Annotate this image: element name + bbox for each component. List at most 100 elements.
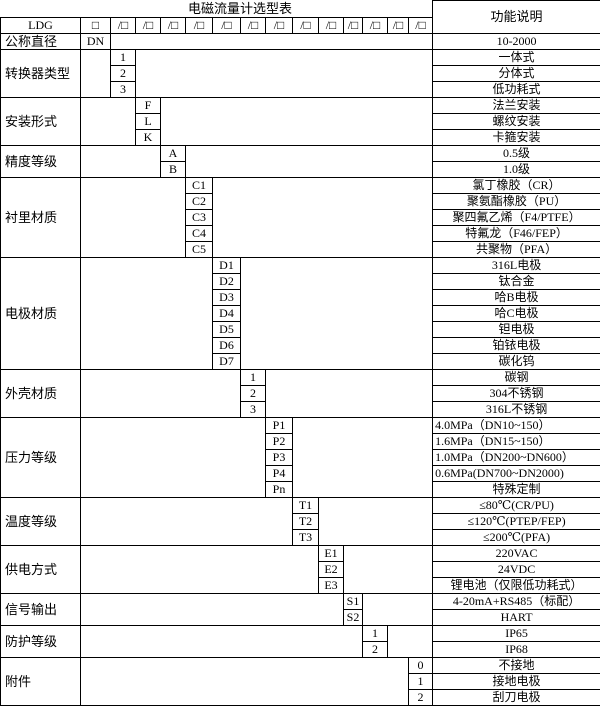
blank-cell — [264, 368, 434, 418]
option-desc: 聚氨酯橡胶（PU） — [432, 192, 600, 210]
code-box: /□ — [212, 16, 241, 34]
option-desc: 低功耗式 — [432, 80, 600, 98]
blank-cell — [80, 176, 186, 258]
blank-cell — [80, 624, 363, 658]
option-code: 1 — [110, 48, 136, 66]
blank-cell — [80, 96, 136, 146]
option-desc: 24VDC — [432, 560, 600, 578]
option-desc: 碳钢 — [432, 368, 600, 386]
blank-cell — [80, 592, 344, 626]
group-label: 外壳材质 — [0, 368, 81, 418]
code-box: /□ — [387, 16, 409, 34]
option-code: C5 — [185, 240, 213, 258]
option-desc: 卡箍安装 — [432, 128, 600, 146]
code-box: /□ — [135, 16, 161, 34]
blank-cell — [291, 416, 434, 498]
blank-cell — [184, 144, 434, 178]
blank-cell — [134, 48, 434, 98]
blank-cell — [239, 256, 434, 370]
option-desc: 共聚物（PFA） — [432, 240, 600, 258]
blank-cell — [159, 96, 434, 146]
group-label: 电极材质 — [0, 256, 81, 370]
option-code: 1 — [407, 672, 434, 690]
function-header: 功能说明 — [432, 0, 600, 34]
option-code: F — [135, 96, 161, 114]
option-code: 1 — [362, 624, 388, 642]
blank-cell — [109, 32, 434, 50]
option-code: P4 — [265, 464, 293, 482]
option-code: 2 — [110, 64, 136, 82]
option-code: T2 — [292, 512, 319, 530]
code-box: /□ — [110, 16, 136, 34]
option-code: A — [160, 144, 186, 162]
option-code: D3 — [212, 288, 241, 306]
option-code: D2 — [212, 272, 241, 290]
option-code: Pn — [265, 480, 293, 498]
option-desc: 4.0MPa（DN10~150） — [432, 416, 600, 434]
blank-cell — [80, 48, 111, 98]
blank-cell — [80, 544, 319, 594]
group-label: 安装形式 — [0, 96, 81, 146]
option-code: L — [135, 112, 161, 130]
option-desc: 不接地 — [432, 656, 600, 674]
blank-cell — [211, 176, 434, 258]
group-label: 供电方式 — [0, 544, 81, 594]
code-box: /□ — [265, 16, 293, 34]
code-box: □ — [80, 16, 111, 34]
option-code: S2 — [343, 608, 363, 626]
code-box: /□ — [318, 16, 344, 34]
nominal-code: DN — [80, 32, 111, 50]
option-code: D5 — [212, 320, 241, 338]
option-code: C2 — [185, 192, 213, 210]
option-code: 1 — [240, 368, 266, 386]
nominal-desc: 10-2000 — [432, 32, 600, 50]
option-desc: 220VAC — [432, 544, 600, 562]
code-box: /□ — [185, 16, 213, 34]
option-code: D7 — [212, 352, 241, 370]
option-desc: 接地电极 — [432, 672, 600, 690]
table-title: 电磁流量计选型表 — [0, 0, 434, 18]
option-desc: 铂铱电极 — [432, 336, 600, 354]
option-desc: HART — [432, 608, 600, 626]
option-desc: 1.0级 — [432, 160, 600, 178]
option-desc: 钽电极 — [432, 320, 600, 338]
option-desc: 特殊定制 — [432, 480, 600, 498]
group-label: 压力等级 — [0, 416, 81, 498]
option-code: D4 — [212, 304, 241, 322]
option-code: T3 — [292, 528, 319, 546]
option-desc: 304不锈钢 — [432, 384, 600, 402]
option-desc: 聚四氟乙烯（F4/PTFE） — [432, 208, 600, 226]
option-desc: ≤120℃(PTEP/FEP) — [432, 512, 600, 530]
option-desc: 一体式 — [432, 48, 600, 66]
group-label: 精度等级 — [0, 144, 81, 178]
option-code: 3 — [110, 80, 136, 98]
nominal-label: 公称直径 — [0, 32, 81, 50]
code-box: /□ — [160, 16, 186, 34]
blank-cell — [80, 416, 266, 498]
blank-cell — [386, 624, 434, 658]
option-desc: 1.6MPa（DN15~150） — [432, 432, 600, 450]
option-desc: ≤80℃(CR/PU) — [432, 496, 600, 514]
group-label: 转换器类型 — [0, 48, 81, 98]
code-box: /□ — [240, 16, 266, 34]
blank-cell — [80, 368, 241, 418]
code-box: /□ — [292, 16, 319, 34]
option-desc: 哈C电极 — [432, 304, 600, 322]
option-code: 2 — [240, 384, 266, 402]
model-code: LDG — [0, 16, 81, 34]
option-code: E3 — [318, 576, 344, 594]
option-desc: 0.6MPa(DN700~DN2000) — [432, 464, 600, 482]
option-desc: 哈B电极 — [432, 288, 600, 306]
option-desc: 锂电池（仅限低功耗式） — [432, 576, 600, 594]
option-code: C4 — [185, 224, 213, 242]
option-code: 2 — [407, 688, 434, 706]
option-desc: 刮刀电极 — [432, 688, 600, 706]
option-code: P1 — [265, 416, 293, 434]
option-code: C1 — [185, 176, 213, 194]
option-code: E1 — [318, 544, 344, 562]
option-desc: 氯丁橡胶（CR） — [432, 176, 600, 194]
blank-cell — [317, 496, 434, 546]
option-code: 3 — [240, 400, 266, 418]
blank-cell — [361, 592, 434, 626]
